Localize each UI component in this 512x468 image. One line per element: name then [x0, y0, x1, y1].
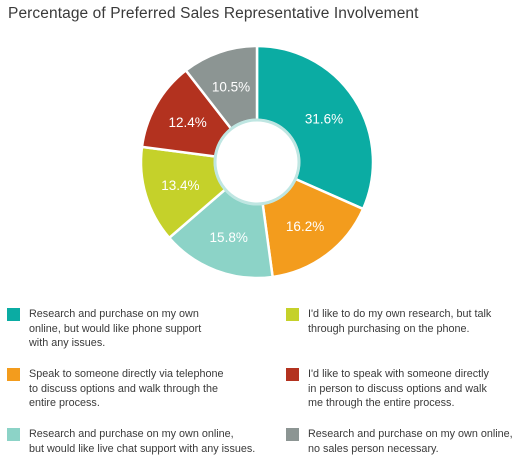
slice-value-label: 13.4%: [161, 178, 199, 193]
legend-label-line: I'd like to speak with someone directly: [308, 368, 489, 380]
legend-label: Speak to someone directly via telephone t…: [29, 367, 223, 411]
slice-value-label: 31.6%: [305, 111, 343, 126]
legend-item: Speak to someone directly via telephone t…: [7, 367, 223, 411]
legend-label-line: through purchasing on the phone.: [308, 322, 470, 335]
legend-label: I'd like to do my own research, but talk…: [308, 307, 491, 336]
legend-label-line: to discuss options and walk through the: [29, 382, 219, 395]
legend-item: Research and purchase on my own online, b…: [7, 307, 201, 351]
legend-label-line: Speak to someone directly via telephone: [29, 368, 224, 380]
legend-label-line: with any issues.: [29, 337, 106, 349]
chart-title: Percentage of Preferred Sales Representa…: [8, 5, 419, 22]
legend-label: I'd like to speak with someone directly i…: [308, 367, 489, 411]
legend-item: I'd like to do my own research, but talk…: [286, 307, 491, 336]
slice-value-label: 10.5%: [212, 79, 250, 94]
legend-label-line: Research and purchase on my own: [29, 308, 199, 320]
legend-label-line: no sales person necessary.: [308, 442, 439, 455]
legend-label-line: Research and purchase on my own online,: [308, 428, 512, 440]
legend-label: Research and purchase on my own online, b…: [29, 307, 201, 351]
legend-swatch: [286, 368, 299, 381]
legend-label-line: online, but would like phone support: [29, 322, 202, 335]
slice-value-label: 12.4%: [168, 115, 206, 130]
legend-label: Research and purchase on my own online, b…: [29, 427, 255, 456]
legend-label-line: Research and purchase on my own online,: [29, 428, 234, 440]
donut-chart: 31.6% 16.2% 15.8% 13.4% 12.4% 10.5%: [139, 44, 375, 280]
legend-label-line: in person to discuss options and walk: [308, 382, 487, 395]
slice-value-label: 16.2%: [286, 219, 324, 234]
legend-label-line: but would like live chat support with an…: [29, 442, 256, 455]
donut-hole: [213, 118, 301, 206]
legend-item: I'd like to speak with someone directly i…: [286, 367, 489, 411]
legend-swatch: [7, 308, 20, 321]
legend-swatch: [286, 308, 299, 321]
legend-label: Research and purchase on my own online, n…: [308, 427, 512, 456]
legend-item: Research and purchase on my own online, b…: [7, 427, 255, 456]
legend-label-line: entire process.: [29, 397, 100, 409]
legend-swatch: [7, 428, 20, 441]
slice-value-label: 15.8%: [210, 230, 248, 245]
legend-label-line: me through the entire process.: [308, 397, 455, 409]
legend-item: Research and purchase on my own online, n…: [286, 427, 512, 456]
legend-swatch: [7, 368, 20, 381]
legend-label-line: I'd like to do my own research, but talk: [308, 308, 492, 320]
legend-swatch: [286, 428, 299, 441]
